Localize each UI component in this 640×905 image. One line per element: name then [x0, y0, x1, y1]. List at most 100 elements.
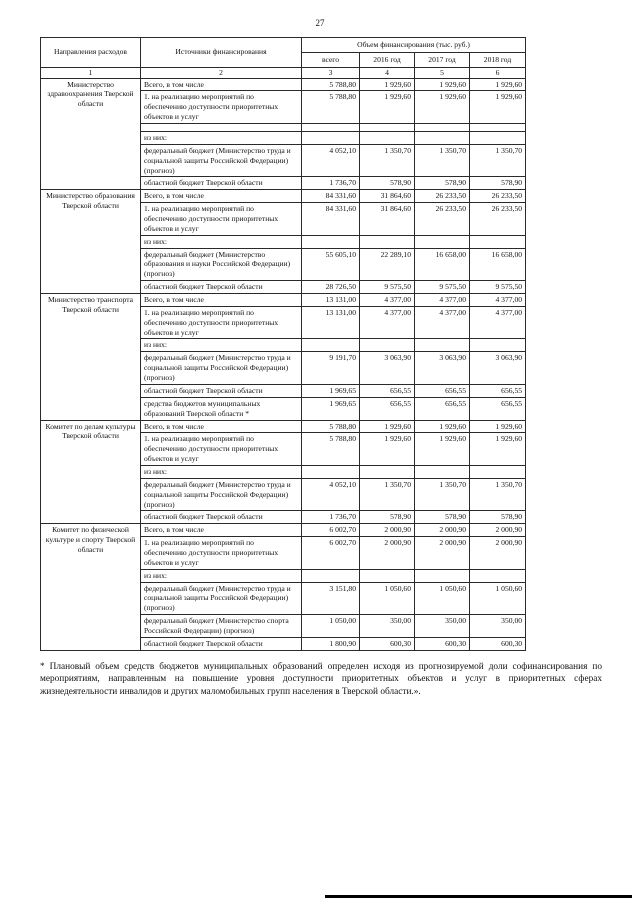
value-cell: 5 788,80	[301, 77, 360, 92]
value-cell	[301, 464, 360, 479]
value-cell: 1 350,70	[468, 143, 527, 178]
column-number-1: 1	[40, 66, 141, 79]
value-cell: 1 929,60	[359, 419, 415, 434]
table-row: из них:	[41, 568, 527, 583]
value-cell: 4 377,00	[359, 293, 415, 307]
value-cell: 55 605,10	[301, 247, 360, 282]
column-number-6: 6	[468, 66, 527, 79]
value-cell: 4 377,00	[468, 305, 527, 340]
table-row: из них:	[41, 234, 527, 249]
column-number-4: 4	[359, 66, 415, 79]
value-cell: 9 575,50	[414, 280, 470, 295]
value-cell: 1 050,60	[359, 581, 415, 616]
value-cell: 2 000,90	[414, 536, 470, 570]
value-cell: 31 864,60	[359, 202, 415, 236]
value-cell: 1 350,70	[414, 143, 470, 178]
source-cell	[140, 123, 302, 133]
table-row: Комитет по делам культуры Тверской облас…	[40, 419, 527, 525]
value-cell: 578,90	[468, 176, 527, 191]
table-row: 1. на реализацию мероприятий по обеспече…	[41, 202, 527, 236]
value-cell: 656,55	[414, 396, 470, 421]
value-cell: 1 929,60	[359, 90, 415, 125]
value-cell: 350,00	[468, 614, 527, 638]
source-cell: областной бюджет Тверской области	[140, 383, 302, 398]
value-cell: 6 002,70	[301, 523, 360, 538]
table-row: Комитет по физической культуре и спорту …	[40, 523, 527, 651]
value-cell: 656,55	[359, 383, 415, 398]
header-directions: Направления расходов	[40, 37, 141, 68]
value-cell	[468, 123, 527, 133]
value-cell: 5 788,80	[301, 90, 360, 125]
value-cell: 656,55	[414, 383, 470, 398]
source-cell: федеральный бюджет (Министерство образов…	[140, 247, 302, 282]
table-row	[41, 123, 527, 133]
value-cell: 2 000,90	[359, 536, 415, 570]
source-cell: из них:	[140, 131, 302, 145]
table-row: федеральный бюджет (Министерство труда и…	[41, 143, 527, 178]
value-cell: 1 736,70	[301, 176, 360, 191]
value-cell: 578,90	[359, 510, 415, 525]
value-cell: 4 377,00	[414, 293, 470, 307]
source-cell: федеральный бюджет (Министерство труда и…	[140, 143, 302, 178]
value-cell: 350,00	[414, 614, 470, 638]
value-cell: 1 929,60	[414, 419, 470, 434]
source-cell: из них:	[140, 234, 302, 249]
value-cell: 3 063,90	[468, 351, 527, 385]
table-row: 1. на реализацию мероприятий по обеспече…	[41, 305, 527, 340]
value-cell: 1 929,60	[468, 432, 527, 466]
value-cell: 1 050,00	[301, 614, 360, 638]
source-cell: 1. на реализацию мероприятий по обеспече…	[140, 90, 302, 125]
source-cell: из них:	[140, 338, 302, 353]
value-cell: 26 233,50	[414, 202, 470, 236]
value-cell: 9 575,50	[359, 280, 415, 295]
value-cell: 1 929,60	[414, 432, 470, 466]
value-cell: 26 233,50	[414, 189, 470, 204]
value-cell: 16 658,00	[468, 247, 527, 282]
value-cell: 1 929,60	[414, 90, 470, 125]
header-year-2016: 2016 год	[359, 51, 415, 68]
value-cell	[414, 234, 470, 249]
value-cell	[468, 338, 527, 353]
value-cell	[301, 131, 360, 145]
source-cell: средства бюджетов муниципальных образова…	[140, 396, 302, 421]
source-cell: Всего, в том числе	[140, 77, 302, 92]
header-sources: Источники финансирования	[140, 37, 302, 68]
value-cell: 2 000,90	[468, 523, 527, 538]
value-cell: 1 800,90	[301, 636, 360, 651]
direction-cell: Комитет по делам культуры Тверской облас…	[40, 419, 141, 525]
value-cell: 578,90	[414, 510, 470, 525]
bottom-separator-line	[325, 895, 632, 898]
value-cell: 16 658,00	[414, 247, 470, 282]
value-cell	[301, 123, 360, 133]
source-cell: федеральный бюджет (Министерство спорта …	[140, 614, 302, 638]
value-cell: 1 929,60	[468, 90, 527, 125]
direction-cell: Комитет по физической культуре и спорту …	[40, 523, 141, 651]
value-cell	[359, 338, 415, 353]
value-cell: 3 063,90	[359, 351, 415, 385]
table-row: средства бюджетов муниципальных образова…	[41, 396, 527, 421]
table-row: федеральный бюджет (Министерство спорта …	[41, 614, 527, 638]
value-cell: 26 233,50	[468, 202, 527, 236]
value-cell: 26 233,50	[468, 189, 527, 204]
table-row: из них:	[41, 131, 527, 145]
table-row: из них:	[41, 338, 527, 353]
value-cell: 1 736,70	[301, 510, 360, 525]
source-cell: Всего, в том числе	[140, 419, 302, 434]
financing-table: Направления расходов Источники финансиро…	[40, 37, 527, 651]
value-cell	[359, 131, 415, 145]
value-cell: 4 377,00	[468, 293, 527, 307]
table-row: областной бюджет Тверской области 1 969,6…	[41, 383, 527, 398]
source-cell: федеральный бюджет (Министерство труда и…	[140, 351, 302, 385]
source-cell: областной бюджет Тверской области	[140, 510, 302, 525]
source-cell: 1. на реализацию мероприятий по обеспече…	[140, 432, 302, 466]
value-cell: 5 788,80	[301, 432, 360, 466]
value-cell: 656,55	[468, 396, 527, 421]
value-cell: 9 191,70	[301, 351, 360, 385]
value-cell	[301, 234, 360, 249]
value-cell: 31 864,60	[359, 189, 415, 204]
source-cell: Всего, в том числе	[140, 189, 302, 204]
table-body: Министерство здравоохранения Тверской об…	[40, 77, 527, 651]
value-cell: 4 052,10	[301, 477, 360, 512]
value-cell: 84 331,60	[301, 202, 360, 236]
source-cell: 1. на реализацию мероприятий по обеспече…	[140, 305, 302, 340]
